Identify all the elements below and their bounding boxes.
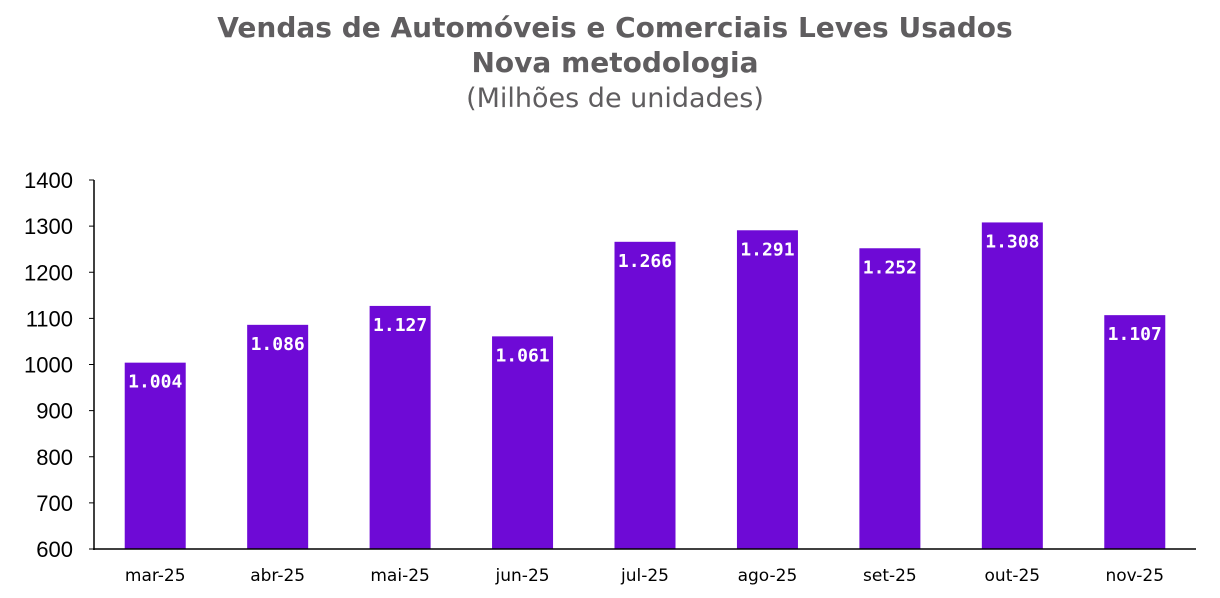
data-label: 1.061	[495, 345, 549, 366]
bar	[492, 336, 554, 549]
data-label: 1.308	[985, 231, 1039, 252]
x-tick-label: ago-25	[738, 566, 798, 586]
y-tick-label: 900	[36, 399, 73, 424]
chart-title-block: Vendas de Automóveis e Comerciais Leves …	[0, 10, 1220, 118]
x-tick-label: jul-25	[620, 566, 669, 586]
data-label: 1.266	[618, 251, 672, 272]
y-tick-label: 1300	[24, 214, 73, 239]
bar	[736, 230, 798, 549]
y-tick-label: 1000	[24, 353, 73, 378]
bar	[859, 248, 921, 549]
chart-title: Vendas de Automóveis e Comerciais Leves …	[217, 11, 1013, 44]
y-tick-label: 1200	[24, 260, 73, 285]
bar	[614, 241, 676, 549]
data-label: 1.086	[251, 334, 305, 355]
x-tick-label: set-25	[863, 566, 917, 586]
bar	[369, 305, 431, 549]
y-tick-label: 800	[36, 445, 73, 470]
data-label: 1.291	[740, 239, 794, 260]
x-tick-label: jun-25	[495, 566, 550, 586]
y-tick-label: 1100	[26, 306, 73, 331]
chart-subtitle: Nova metodologia	[471, 46, 759, 79]
bar	[124, 362, 186, 549]
x-tick-label: nov-25	[1106, 566, 1165, 586]
y-tick-label: 1400	[24, 168, 73, 193]
data-label: 1.004	[128, 372, 182, 393]
data-label: 1.107	[1108, 324, 1162, 345]
data-label: 1.252	[863, 257, 917, 278]
y-tick-label: 600	[36, 537, 73, 562]
data-label: 1.127	[373, 315, 427, 336]
x-tick-label: mar-25	[125, 566, 186, 586]
x-tick-label: out-25	[985, 566, 1041, 586]
y-tick-label: 700	[36, 491, 73, 516]
bar	[981, 222, 1043, 549]
chart-units: (Milhões de unidades)	[466, 83, 764, 114]
x-tick-label: mai-25	[370, 566, 429, 586]
bar	[247, 324, 309, 549]
x-tick-label: abr-25	[250, 566, 305, 586]
bar	[1104, 315, 1166, 549]
